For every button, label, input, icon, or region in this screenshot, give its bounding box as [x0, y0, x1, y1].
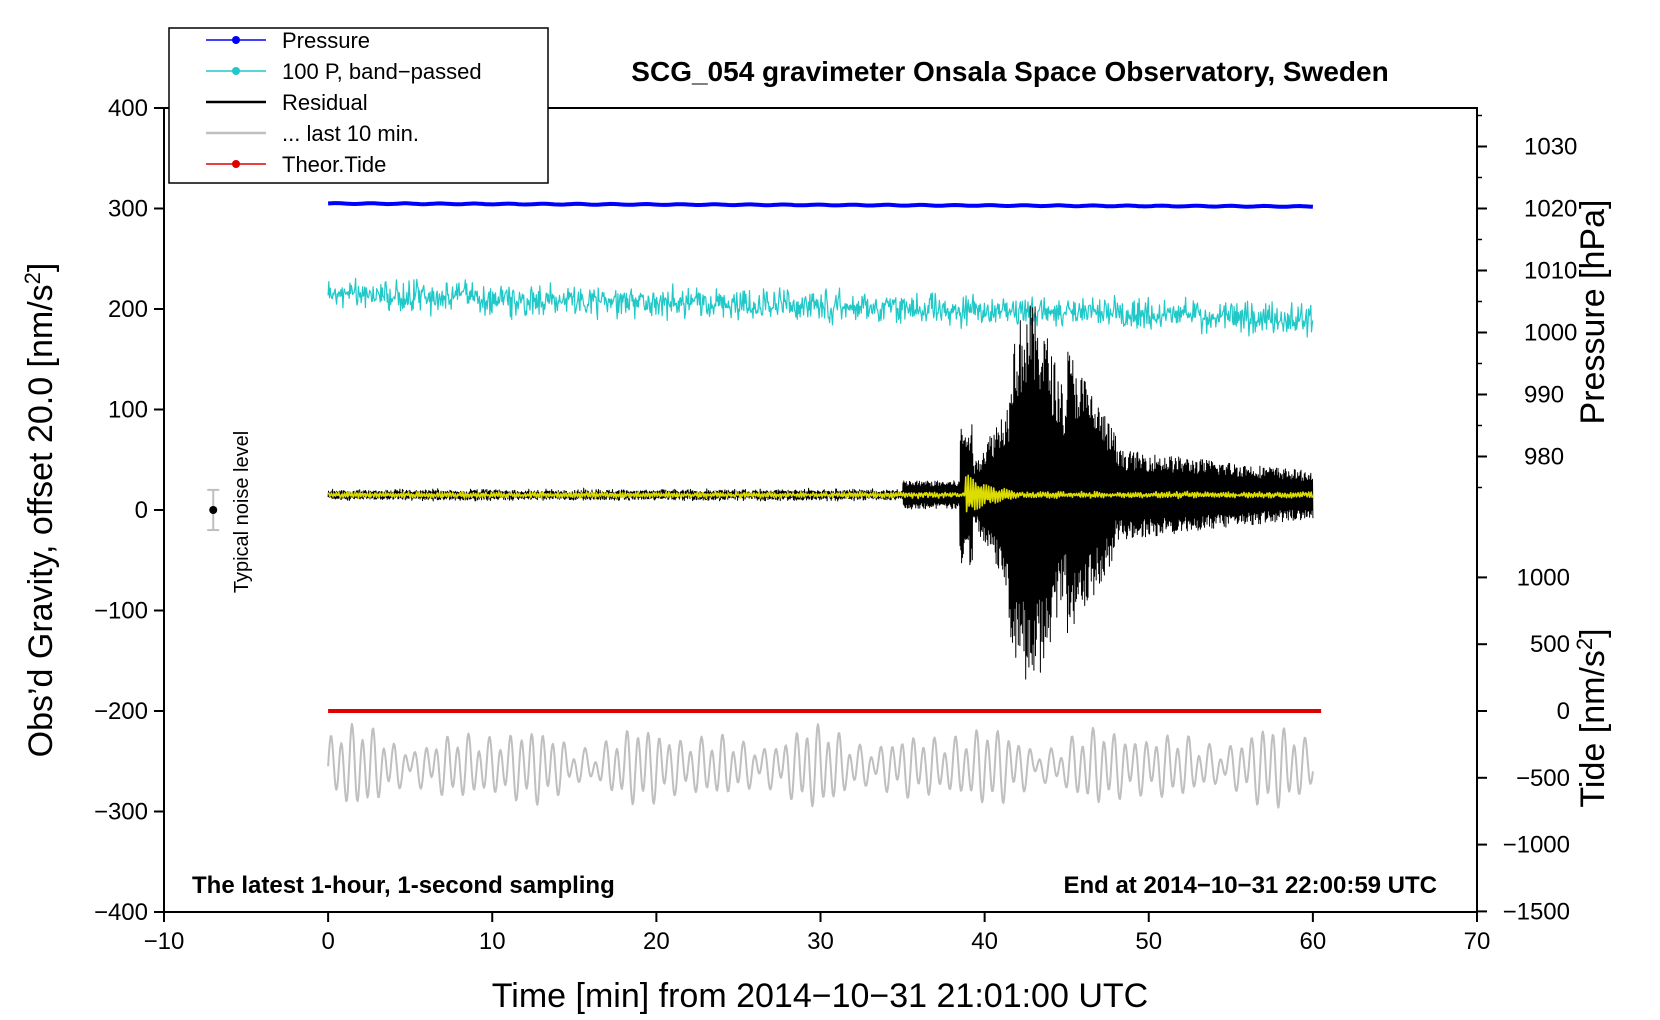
noise-label: Typical noise level	[231, 431, 253, 593]
svg-text:Tide [nm/s2]: Tide [nm/s2]	[1572, 628, 1613, 807]
residual-line	[327, 306, 1314, 680]
y-tick-label: −300	[94, 799, 148, 826]
legend: Pressure 100 P, band−passed Residual ... la…	[168, 27, 549, 184]
x-tick-label: 30	[807, 928, 834, 955]
y-tick-label: −200	[94, 698, 148, 725]
svg-text:Obs’d Gravity, offset 20.0 [nm: Obs’d Gravity, offset 20.0 [nm/s2]	[20, 263, 61, 758]
legend-label: Residual	[282, 90, 368, 115]
y-left-title-main: Obs’d Gravity, offset 20.0 [nm/s	[22, 284, 60, 757]
legend-label: ... last 10 min.	[282, 121, 419, 146]
pressure-line	[327, 201, 1314, 209]
x-tick-label: 40	[971, 928, 998, 955]
pressure-axis-title-text: Pressure [hPa]	[1574, 200, 1612, 425]
tide-title-sup: 2	[1572, 638, 1597, 650]
y-left-title-sup: 2	[20, 272, 45, 284]
yellow-smoothed-line	[327, 474, 1314, 513]
y-tick-label: 0	[135, 497, 148, 524]
tide-tick-label: −1000	[1503, 832, 1570, 859]
x-tick-label: 10	[479, 928, 506, 955]
legend-box	[168, 27, 549, 184]
tide-tick-label: 1000	[1517, 564, 1570, 591]
tide-tick-label: −1500	[1503, 898, 1570, 925]
y-left-title-tail: ]	[22, 263, 60, 272]
x-tick-label: −10	[144, 928, 185, 955]
pressure-tick-label: 1030	[1524, 134, 1577, 161]
y-tick-label: 100	[108, 397, 148, 424]
pressure-tick-label: 990	[1524, 382, 1564, 409]
y-tick-label: −100	[94, 598, 148, 625]
pressure-tick-label: 1010	[1524, 258, 1577, 285]
legend-label: Pressure	[282, 28, 370, 53]
legend-marker	[232, 160, 240, 168]
note-left: The latest 1-hour, 1-second sampling	[192, 872, 615, 899]
legend-marker	[232, 36, 240, 44]
x-tick-label: 70	[1464, 928, 1491, 955]
legend-label: 100 P, band−passed	[282, 59, 482, 84]
x-tick-label: 0	[321, 928, 334, 955]
x-tick-label: 60	[1300, 928, 1327, 955]
tide-tick-label: −500	[1516, 765, 1570, 792]
note-right: End at 2014−10−31 22:00:59 UTC	[1063, 872, 1437, 899]
y-axis-pressure-title: Pressure [hPa]	[1574, 200, 1612, 425]
y-tick-label: 300	[108, 196, 148, 223]
x-tick-label: 20	[643, 928, 670, 955]
y-tick-label: −400	[94, 899, 148, 926]
tide-tick-label: 0	[1557, 698, 1570, 725]
y-tick-label: 400	[108, 95, 148, 122]
tide-title-tail: ]	[1574, 628, 1612, 637]
data-series	[327, 201, 1322, 809]
y-axis-left-title: Obs’d Gravity, offset 20.0 [nm/s2]	[20, 263, 61, 758]
pressure-tick-label: 980	[1524, 444, 1564, 471]
chart-title: SCG_054 gravimeter Onsala Space Observat…	[631, 56, 1388, 87]
legend-label: Theor.Tide	[282, 152, 386, 177]
x-axis-title: Time [min] from 2014−10−31 21:01:00 UTC	[492, 977, 1148, 1015]
bandpassed-line	[327, 277, 1314, 338]
y-axis-tide-title: Tide [nm/s2]	[1572, 628, 1613, 807]
axis-ticks: −10 0 10 20 30 40 50 60 70−400−300−200−100010020…	[94, 95, 1577, 955]
noise-point	[209, 506, 218, 514]
y-tick-label: 200	[108, 296, 148, 323]
pressure-tick-label: 1000	[1524, 320, 1577, 347]
noise-indicator: Typical noise level	[207, 431, 253, 593]
tide-tick-label: 500	[1530, 631, 1570, 658]
tide-title-main: Tide [nm/s	[1574, 650, 1612, 807]
legend-marker	[232, 67, 240, 75]
grey-trace-line	[327, 722, 1314, 809]
pressure-tick-label: 1020	[1524, 196, 1577, 223]
x-tick-label: 50	[1135, 928, 1162, 955]
